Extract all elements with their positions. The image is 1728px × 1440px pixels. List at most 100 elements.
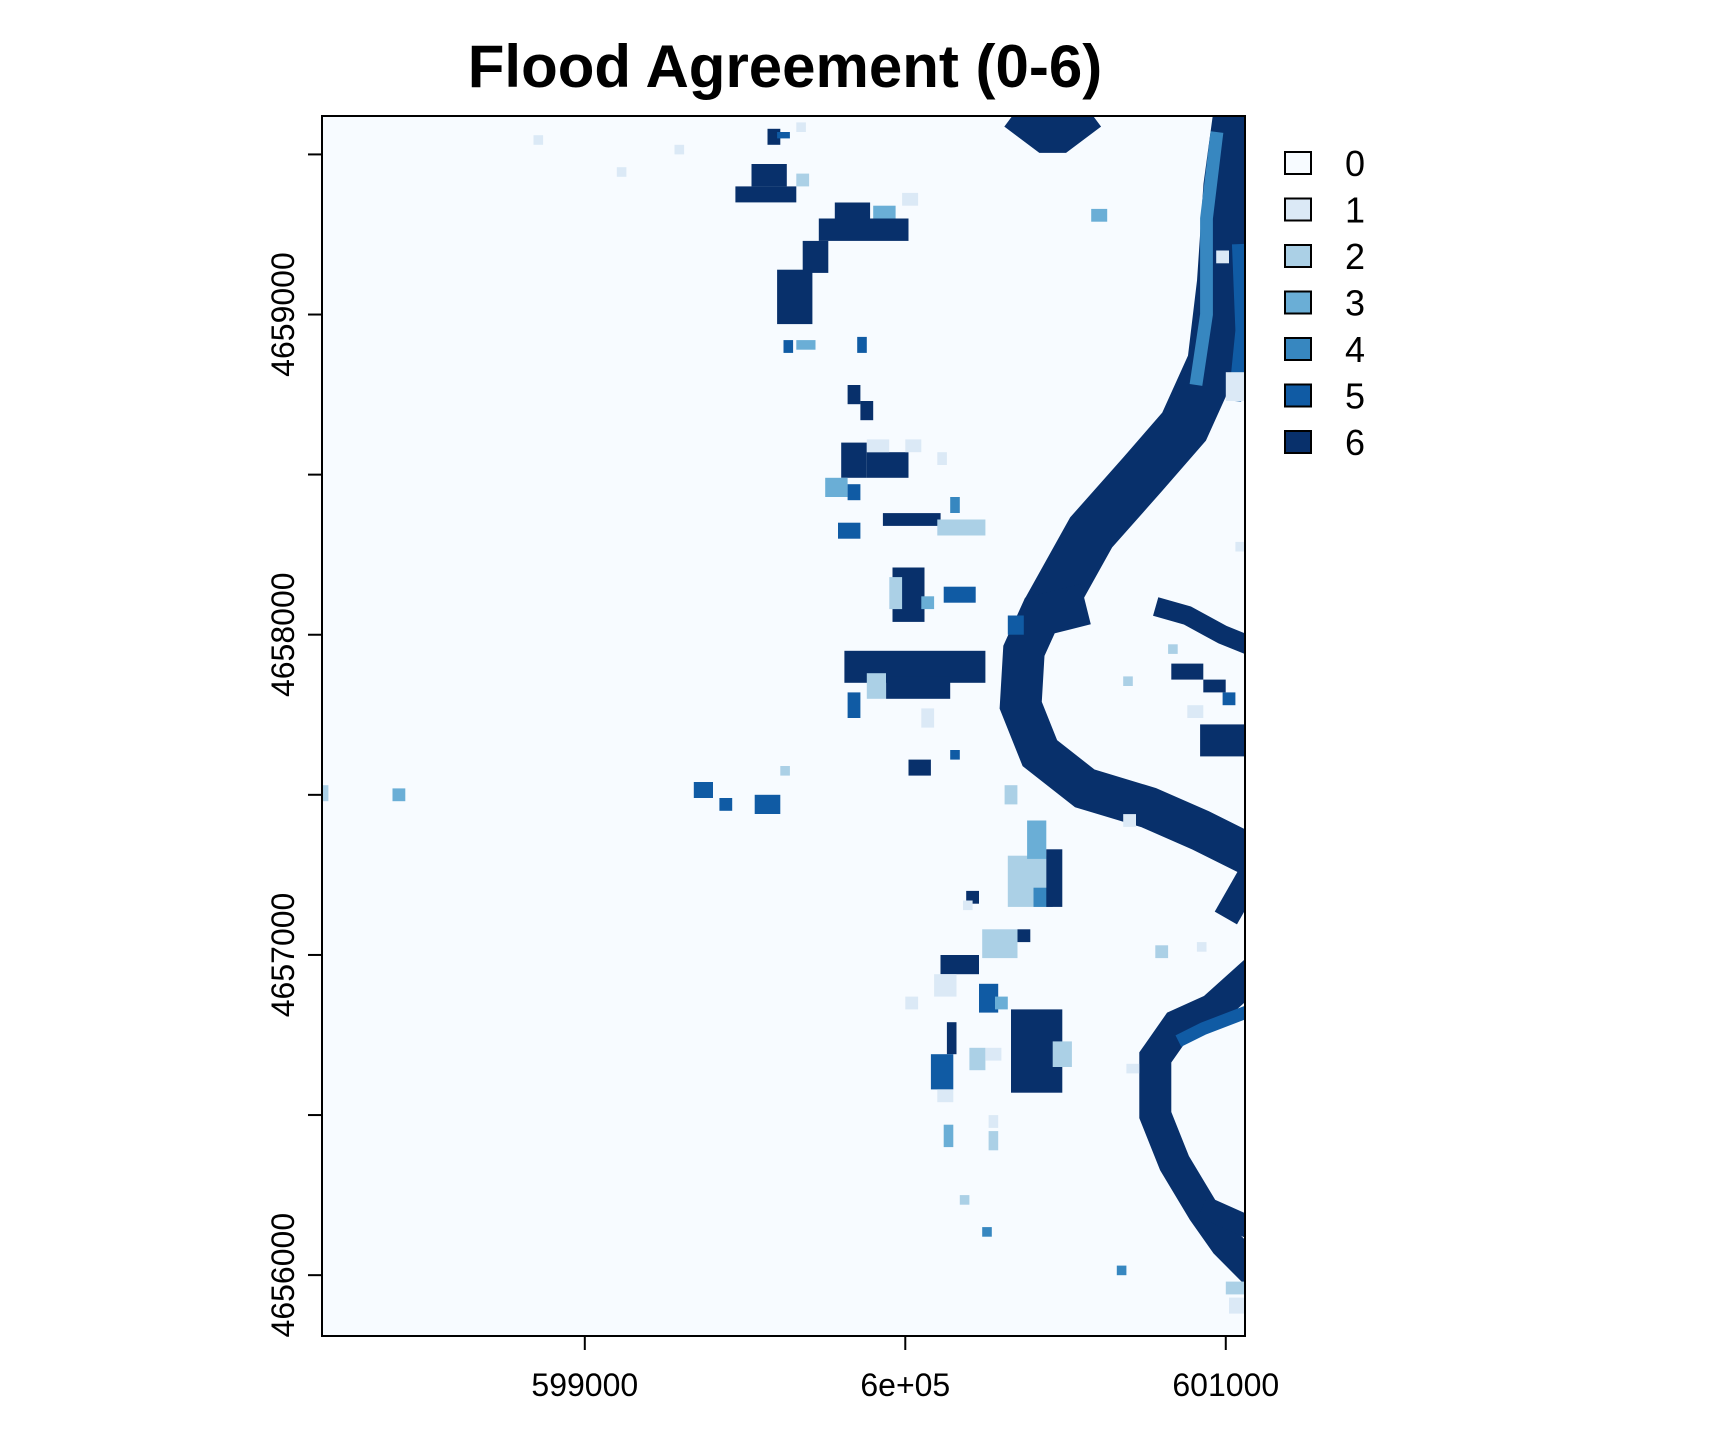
raster-cell-32 bbox=[889, 577, 903, 610]
flood-channel-1 bbox=[1024, 116, 1245, 625]
raster-cell-5 bbox=[751, 164, 787, 187]
flood-channel-9 bbox=[1198, 1196, 1245, 1238]
raster-cell-59 bbox=[940, 955, 979, 975]
raster-cell-12 bbox=[902, 192, 919, 206]
legend-label-5: 5 bbox=[1345, 376, 1365, 417]
raster-cell-19 bbox=[860, 401, 874, 421]
x-tick-label-2: 601000 bbox=[1172, 1367, 1279, 1403]
raster-cell-62 bbox=[995, 996, 1008, 1010]
raster-cell-54 bbox=[1004, 785, 1018, 805]
raster-cell-27 bbox=[882, 513, 941, 526]
raster-cell-63 bbox=[905, 996, 919, 1010]
legend-swatch-0 bbox=[1284, 151, 1312, 175]
raster-cell-71 bbox=[943, 1124, 954, 1148]
y-tick-label-0: 4656000 bbox=[265, 1213, 301, 1338]
flood-channel-8 bbox=[1175, 1005, 1245, 1047]
plot-frame bbox=[321, 115, 1246, 1337]
raster-cell-41 bbox=[950, 750, 960, 760]
raster-cell-81 bbox=[1222, 692, 1236, 706]
flood-channel-6 bbox=[1153, 597, 1245, 654]
y-tick-label-3: 4659000 bbox=[265, 252, 301, 377]
raster-cell-66 bbox=[985, 1047, 1002, 1061]
raster-cell-33 bbox=[921, 596, 935, 610]
legend-swatch-5 bbox=[1284, 383, 1312, 408]
legend-label-1: 1 bbox=[1345, 190, 1365, 231]
raster-cell-61 bbox=[979, 983, 999, 1013]
raster-cell-29 bbox=[838, 522, 861, 539]
raster-cell-37 bbox=[866, 673, 886, 699]
legend-swatch-4 bbox=[1284, 337, 1312, 361]
legend-swatch-6 bbox=[1284, 430, 1312, 454]
raster-cell-57 bbox=[1017, 929, 1031, 943]
raster-cell-91 bbox=[1225, 372, 1245, 401]
legend-label-3: 3 bbox=[1345, 283, 1365, 324]
raster-cell-69 bbox=[930, 1054, 954, 1090]
raster-cell-18 bbox=[847, 385, 861, 405]
raster-cell-58 bbox=[982, 929, 1018, 959]
legend-swatch-1 bbox=[1284, 197, 1312, 222]
raster-cell-38 bbox=[847, 692, 861, 718]
raster-cell-87 bbox=[1225, 1281, 1245, 1295]
raster-cell-64 bbox=[946, 1022, 957, 1055]
raster-cell-40 bbox=[908, 759, 931, 776]
raster-cell-70 bbox=[937, 1089, 954, 1103]
raster-cell-47 bbox=[322, 785, 329, 802]
raster-cell-44 bbox=[719, 798, 733, 811]
legend-swatch-3 bbox=[1284, 290, 1312, 315]
flood-channel-0 bbox=[1004, 116, 1102, 153]
raster-cell-89 bbox=[1235, 541, 1245, 552]
raster-cell-74 bbox=[959, 1195, 970, 1205]
raster-cell-86 bbox=[1126, 1063, 1140, 1074]
raster-cell-28 bbox=[937, 519, 986, 536]
raster-cell-9 bbox=[818, 218, 909, 241]
raster-cell-36 bbox=[886, 676, 951, 699]
legend-label-4: 4 bbox=[1345, 329, 1365, 370]
x-tick-label-0: 599000 bbox=[531, 1367, 638, 1403]
raster-cell-92 bbox=[1091, 208, 1108, 222]
raster-cell-49 bbox=[1123, 814, 1136, 827]
raster-cell-90 bbox=[1216, 250, 1229, 264]
raster-cell-51 bbox=[1027, 820, 1047, 859]
raster-cell-43 bbox=[693, 782, 713, 798]
raster-cell-4 bbox=[735, 186, 797, 203]
raster-cell-75 bbox=[982, 1227, 992, 1237]
raster-cell-16 bbox=[796, 340, 816, 350]
raster-cell-45 bbox=[754, 794, 781, 814]
raster-cell-83 bbox=[1187, 705, 1204, 718]
raster-cell-26 bbox=[937, 452, 947, 465]
raster-cell-78 bbox=[1168, 644, 1178, 654]
raster-cell-46 bbox=[780, 766, 790, 776]
raster-cell-34 bbox=[943, 586, 976, 603]
raster-cell-23 bbox=[825, 477, 848, 497]
y-tick-label-2: 4658000 bbox=[265, 572, 301, 697]
raster-cell-24 bbox=[847, 484, 861, 501]
raster-cell-21 bbox=[866, 452, 909, 478]
raster-cell-56 bbox=[963, 900, 973, 911]
legend-label-6: 6 bbox=[1345, 422, 1365, 463]
flood-channel-7 bbox=[1139, 959, 1245, 1286]
legend: 0 1 2 3 4 5 6 bbox=[1284, 143, 1365, 463]
y-tick-label-1: 4657000 bbox=[265, 893, 301, 1018]
flood-channel-2 bbox=[1189, 131, 1224, 386]
raster-cell-6 bbox=[777, 132, 790, 139]
raster-cell-2 bbox=[674, 144, 685, 155]
raster-cell-72 bbox=[988, 1131, 999, 1151]
raster-cell-77 bbox=[1123, 676, 1133, 686]
raster-cell-15 bbox=[783, 340, 794, 353]
raster-cell-25 bbox=[905, 439, 922, 453]
raster-cell-17 bbox=[857, 336, 867, 353]
raster-cell-20 bbox=[841, 442, 867, 478]
raster-cell-82 bbox=[1200, 724, 1245, 757]
raster-cell-13 bbox=[802, 240, 829, 273]
raster-cell-65 bbox=[969, 1047, 986, 1071]
raster-cell-53 bbox=[1046, 849, 1063, 907]
raster-cell-8 bbox=[796, 122, 806, 132]
flood-channel-4 bbox=[999, 583, 1245, 876]
raster-cell-79 bbox=[1171, 663, 1204, 680]
raster-cell-30 bbox=[950, 497, 960, 513]
x-tick-label-1: 6e+05 bbox=[860, 1367, 950, 1403]
raster-cell-68 bbox=[1052, 1041, 1072, 1067]
raster-cell-7 bbox=[796, 173, 810, 187]
legend-swatch-2 bbox=[1284, 244, 1312, 268]
chart-title: Flood Agreement (0-6) bbox=[468, 33, 1102, 100]
